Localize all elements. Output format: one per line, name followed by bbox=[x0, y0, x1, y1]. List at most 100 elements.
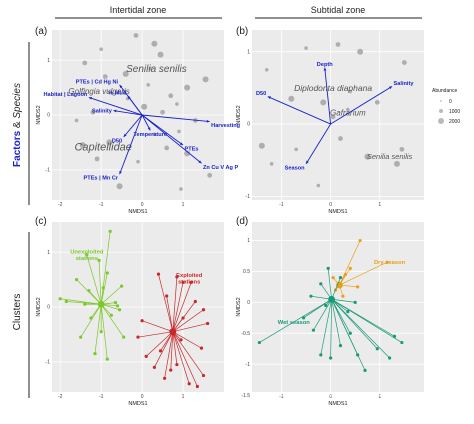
species-point bbox=[136, 159, 140, 164]
side-label-species: Species bbox=[12, 83, 23, 119]
cluster-point bbox=[152, 365, 156, 369]
big-species-label: Senilia senilis bbox=[126, 64, 187, 75]
y-tick-label: 1 bbox=[247, 49, 250, 55]
x-tick-label: 0 bbox=[329, 394, 332, 400]
cluster-centroid bbox=[169, 328, 177, 336]
species-point bbox=[202, 76, 209, 83]
factor-arrowhead bbox=[123, 133, 127, 137]
cluster-point bbox=[97, 258, 101, 262]
species-point bbox=[338, 136, 343, 141]
species-point bbox=[157, 51, 164, 58]
factor-vector bbox=[330, 86, 393, 125]
factor-vector bbox=[119, 114, 143, 175]
plot-background bbox=[252, 30, 424, 200]
y-tick-label: -1 bbox=[46, 360, 51, 366]
species-point bbox=[401, 60, 407, 65]
factor-vector-label: Habitat | Lagoon bbox=[44, 92, 88, 98]
cluster-spoke bbox=[331, 298, 356, 303]
factor-vector-label: Temperature bbox=[134, 132, 167, 138]
cluster-point bbox=[85, 253, 89, 257]
species-point bbox=[288, 95, 295, 102]
cluster-spoke bbox=[158, 274, 174, 332]
cluster-point bbox=[375, 347, 379, 351]
cluster-point bbox=[115, 304, 120, 308]
cluster-point bbox=[64, 299, 68, 304]
cluster-label: Wet season bbox=[278, 320, 311, 326]
side-label-factors: Factors bbox=[12, 130, 23, 167]
big-species-label: Golfingia vulgaris bbox=[68, 87, 129, 96]
species-point bbox=[330, 114, 336, 120]
y-tick-label: 0 bbox=[47, 113, 50, 119]
cluster-spoke bbox=[320, 299, 332, 355]
cluster-point bbox=[388, 356, 392, 360]
cluster-point bbox=[169, 368, 173, 372]
factor-vector-label: Harvesting bbox=[211, 123, 240, 129]
cluster-point bbox=[338, 276, 343, 280]
cluster-point bbox=[326, 266, 330, 270]
y-tick-label: 1 bbox=[47, 250, 50, 256]
big-species-label: Capitellidae bbox=[74, 142, 131, 154]
cluster-point bbox=[74, 277, 79, 282]
factor-arrowhead bbox=[147, 127, 151, 131]
factor-vector bbox=[305, 123, 332, 165]
factor-arrowhead bbox=[113, 109, 117, 113]
cluster-point bbox=[156, 272, 161, 276]
legend-entry-1000: 1000 bbox=[449, 109, 460, 115]
big-species-label: Gafrarium bbox=[330, 108, 366, 117]
species-point bbox=[399, 146, 405, 152]
big-species-label: Senilia senilis bbox=[367, 152, 413, 161]
species-point bbox=[177, 129, 181, 134]
y-tick-label: 1 bbox=[47, 58, 50, 64]
cluster-centroid bbox=[97, 300, 105, 308]
cluster-spoke bbox=[172, 331, 204, 376]
panel-b-factors-subtidal: -1 0 1 -1 0 1 NMDS1 NMDS2 Diplodonta diaphana Gaf… bbox=[236, 30, 424, 215]
cluster-point bbox=[105, 271, 109, 275]
cluster-point bbox=[348, 331, 352, 335]
cluster-point bbox=[324, 303, 328, 308]
cluster-spoke bbox=[339, 261, 388, 286]
y-tick-label: 0 bbox=[247, 122, 250, 128]
factor-vector-label: Depth bbox=[317, 62, 333, 68]
cluster-spoke bbox=[331, 299, 366, 371]
cluster-spoke bbox=[66, 301, 102, 305]
species-point bbox=[94, 156, 100, 162]
species-point bbox=[99, 47, 103, 51]
cluster-point bbox=[206, 321, 210, 326]
cluster-point bbox=[346, 310, 350, 314]
y-tick-label: 0 bbox=[47, 305, 50, 311]
cluster-point bbox=[87, 288, 91, 293]
cluster-spoke bbox=[172, 331, 178, 365]
cluster-point bbox=[175, 275, 179, 279]
x-tick-label: 0 bbox=[329, 202, 332, 208]
factor-vector-label: Salinity bbox=[92, 109, 113, 115]
cluster-spoke bbox=[331, 298, 403, 343]
y-tick-label: -1 bbox=[246, 194, 251, 200]
cluster-spoke bbox=[86, 254, 102, 305]
panel-letter-a: (a) bbox=[35, 26, 47, 37]
factor-vector-label: Zn Cu V Ag P bbox=[203, 165, 238, 171]
cluster-point bbox=[144, 354, 148, 358]
cluster-point bbox=[113, 301, 118, 305]
x-tick-label: -2 bbox=[58, 202, 63, 208]
species-point bbox=[184, 84, 191, 91]
cluster-spoke bbox=[172, 323, 208, 333]
species-point bbox=[151, 40, 158, 47]
legend-dot-0 bbox=[440, 100, 442, 102]
cluster-point bbox=[99, 330, 103, 334]
cluster-spoke bbox=[172, 282, 184, 332]
x-axis-label: NMDS1 bbox=[328, 209, 347, 215]
species-point bbox=[82, 60, 88, 66]
factor-vector-label: D50 bbox=[256, 91, 266, 97]
cluster-spoke bbox=[160, 331, 174, 352]
cluster-point bbox=[201, 308, 206, 312]
legend-entry-0: 0 bbox=[449, 99, 452, 105]
cluster-point bbox=[163, 376, 167, 380]
cluster-point bbox=[331, 276, 335, 280]
cluster-spoke bbox=[141, 320, 173, 333]
x-axis-label: NMDS1 bbox=[328, 401, 347, 407]
cluster-point bbox=[319, 353, 323, 357]
species-point bbox=[168, 93, 174, 99]
cluster-point bbox=[179, 338, 183, 342]
panel-a-factors-intertidal: -2 -1 0 1 -1 0 1 NMDS1 NMDS2 Senilia senilis Golfi… bbox=[36, 30, 241, 215]
